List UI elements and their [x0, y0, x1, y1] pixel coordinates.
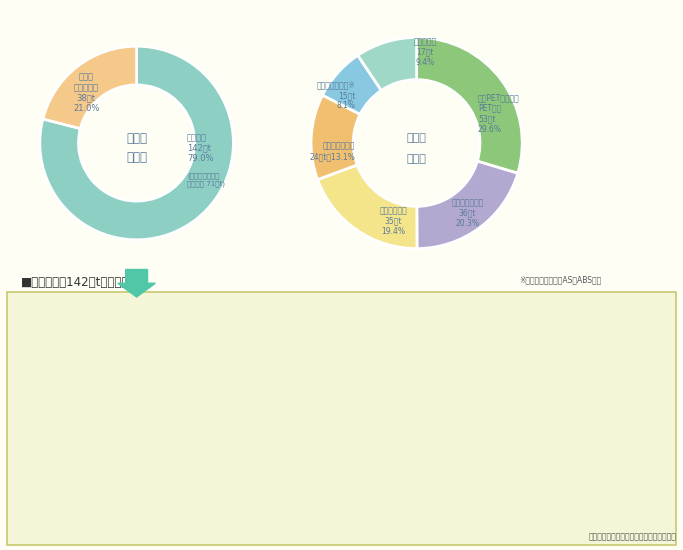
Text: 生産・
加工ロス品
38万t
21.0%: 生産・ 加工ロス品 38万t 21.0%	[73, 73, 100, 113]
Text: (内一般系廃棄物
使用済品 71万t): (内一般系廃棄物 使用済品 71万t)	[187, 173, 225, 187]
Text: 使用済品
142万t
79.0%: 使用済品 142万t 79.0%	[187, 133, 213, 163]
Text: 3: 3	[139, 445, 145, 455]
Wedge shape	[417, 161, 518, 249]
Text: 樹脂別: 樹脂別	[406, 133, 427, 142]
Text: ボトル(PETボトル以外): ボトル(PETボトル以外)	[42, 393, 105, 403]
Text: 内　訳: 内 訳	[406, 154, 427, 164]
Text: 塩化ビニル樹脂
24万t　13.1%: 塩化ビニル樹脂 24万t 13.1%	[309, 142, 355, 161]
Bar	[109, 444, 135, 455]
Text: 家電製品(筐体等): 家電製品(筐体等)	[62, 342, 105, 350]
Text: 3: 3	[139, 463, 145, 472]
Wedge shape	[43, 46, 137, 129]
Text: PETボトルキャップ: PETボトルキャップ	[53, 411, 105, 420]
Text: PETボトル: PETボトル	[74, 307, 105, 316]
Text: 2: 2	[130, 480, 137, 490]
Text: 発泡スチロール梱包材: 発泡スチロール梱包材	[54, 376, 105, 385]
Text: ■使用済品（142万t）の由来分野: ■使用済品（142万t）の由来分野	[20, 276, 143, 289]
Wedge shape	[417, 37, 522, 173]
Bar	[109, 461, 135, 473]
Text: 4: 4	[148, 410, 154, 420]
Bar	[109, 375, 161, 386]
Text: 自動車部品: 自動車部品	[79, 428, 105, 437]
Text: 26: 26	[338, 323, 350, 333]
Bar	[109, 358, 231, 369]
Text: 14: 14	[234, 358, 247, 368]
Bar	[109, 323, 335, 334]
Text: 6: 6	[165, 376, 171, 386]
Text: ポリスチレン類※
15万t
8.1%: ポリスチレン類※ 15万t 8.1%	[317, 81, 355, 111]
Text: その他樹脂
17万t
9.4%: その他樹脂 17万t 9.4%	[413, 37, 436, 67]
Wedge shape	[358, 37, 417, 90]
Text: ポリプロピレン
36万t
20.3%: ポリプロピレン 36万t 20.3%	[451, 198, 484, 228]
Text: 51: 51	[555, 306, 568, 316]
Wedge shape	[311, 95, 360, 180]
Wedge shape	[322, 56, 381, 114]
Bar	[109, 410, 144, 421]
Text: 6: 6	[165, 393, 171, 403]
Bar	[109, 392, 161, 404]
Text: 指定PETボトル用
PET樹脂
53万t
29.6%: 指定PETボトル用 PET樹脂 53万t 29.6%	[478, 94, 520, 134]
Bar	[109, 514, 152, 525]
Wedge shape	[318, 165, 417, 249]
Text: 農業用プラスチック: 農業用プラスチック	[59, 446, 105, 454]
Text: 電線被覆材: 電線被覆材	[79, 480, 105, 489]
Text: 排出源: 排出源	[126, 131, 147, 145]
Text: 出典：（一社）プラスチック循環利用協会: 出典：（一社）プラスチック循環利用協会	[588, 533, 676, 542]
Bar	[109, 427, 144, 438]
Text: その他: その他	[89, 515, 105, 524]
Bar	[109, 496, 118, 508]
Wedge shape	[40, 46, 234, 240]
Text: ※ポリスチレン類：AS、ABS含む: ※ポリスチレン類：AS、ABS含む	[519, 275, 601, 284]
Text: 1: 1	[122, 497, 128, 507]
Text: 4: 4	[148, 427, 154, 438]
Text: 18: 18	[269, 341, 281, 351]
Bar	[109, 306, 552, 317]
Bar	[109, 340, 266, 351]
Text: 5: 5	[156, 514, 163, 524]
Text: パイプ類: パイプ類	[85, 463, 105, 472]
Text: 内　訳: 内 訳	[126, 151, 147, 164]
Bar	[109, 479, 126, 490]
Text: ポリエチレン
35万t
19.4%: ポリエチレン 35万t 19.4%	[380, 206, 407, 236]
Text: 発泡スチロールトレイ: 発泡スチロールトレイ	[54, 498, 105, 507]
Text: 物流資材(パレット,コンテナ等): 物流資材(パレット,コンテナ等)	[29, 359, 105, 368]
Text: 包装用フィルム: 包装用フィルム	[69, 324, 105, 333]
